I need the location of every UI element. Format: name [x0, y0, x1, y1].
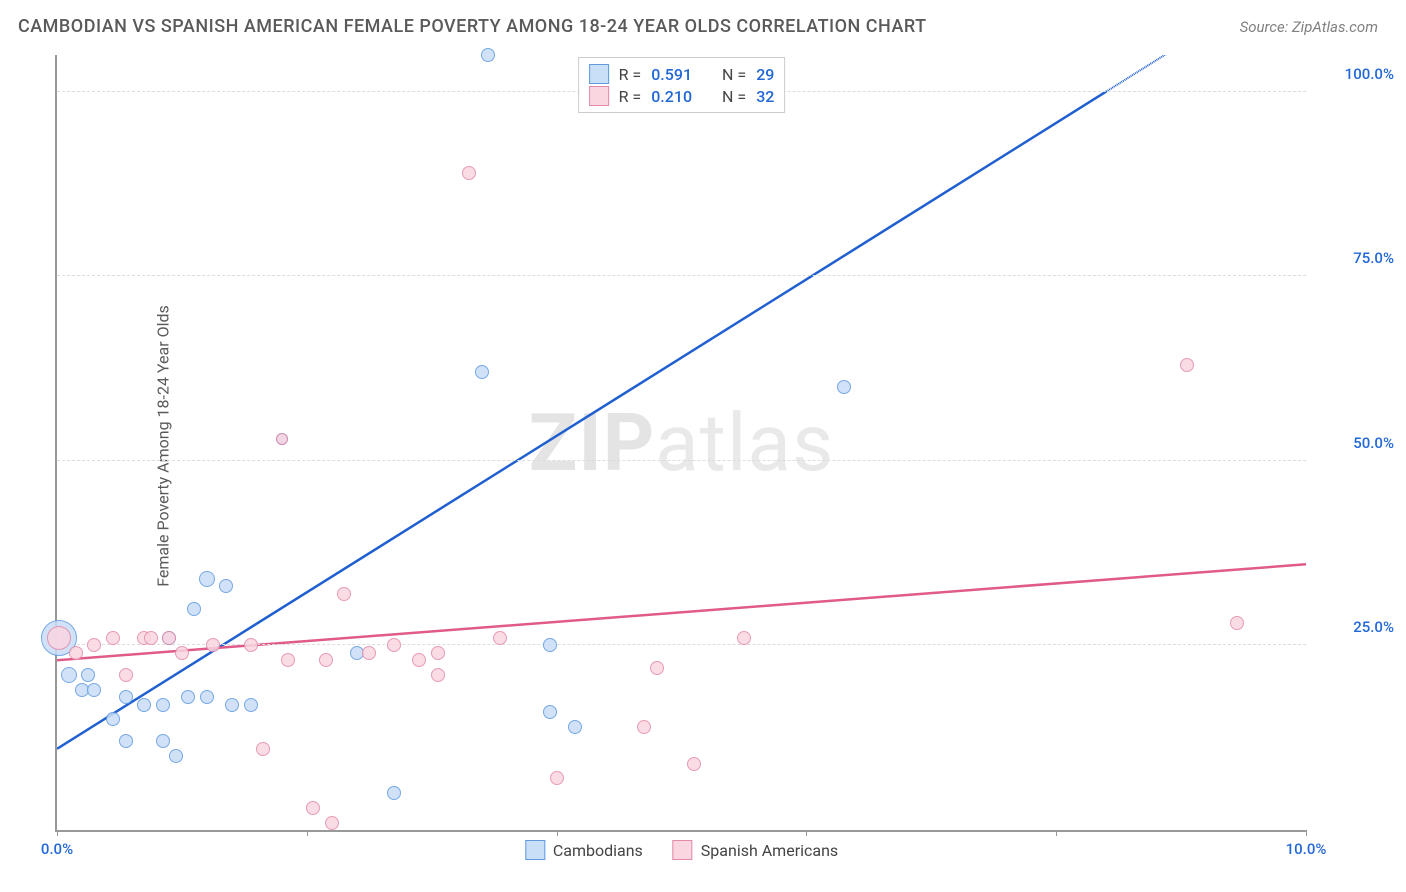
data-point: [175, 646, 189, 660]
data-point: [87, 683, 101, 697]
data-point: [69, 646, 83, 660]
data-point: [144, 631, 158, 645]
data-point: [281, 653, 295, 667]
legend-r-label: R =: [619, 87, 642, 106]
y-tick-label: 100.0%: [1345, 65, 1394, 83]
data-point: [137, 698, 151, 712]
legend-n-value: 29: [756, 65, 774, 84]
legend-row: R = 0.210 N = 32: [589, 86, 775, 106]
data-point: [550, 771, 564, 785]
data-point: [181, 690, 195, 704]
x-tick-mark: [1306, 830, 1307, 836]
y-tick-label: 25.0%: [1353, 618, 1394, 636]
data-point: [475, 365, 489, 379]
legend-series-label: Spanish Americans: [701, 841, 838, 860]
legend-swatch: [673, 840, 693, 860]
data-point: [481, 48, 495, 62]
data-point: [256, 742, 270, 756]
data-point: [61, 667, 77, 683]
data-point: [1230, 616, 1244, 630]
y-tick-label: 50.0%: [1353, 434, 1394, 452]
x-tick-mark: [307, 830, 308, 836]
x-tick-label: 0.0%: [41, 840, 73, 858]
legend-row: R = 0.591 N = 29: [589, 64, 775, 84]
watermark: ZIPatlas: [529, 396, 834, 490]
data-point: [412, 653, 426, 667]
data-point: [244, 638, 258, 652]
data-point: [687, 757, 701, 771]
data-point: [169, 749, 183, 763]
legend-series-item: Cambodians: [525, 840, 643, 860]
data-point: [568, 720, 582, 734]
x-tick-label: 10.0%: [1286, 840, 1327, 858]
data-point: [106, 631, 120, 645]
data-point: [325, 816, 339, 830]
data-point: [431, 668, 445, 682]
correlation-legend: R = 0.591 N = 29 R = 0.210 N = 32: [578, 57, 786, 113]
data-point: [225, 698, 239, 712]
legend-n-label: N =: [722, 65, 746, 84]
data-point: [199, 571, 215, 587]
data-point: [119, 668, 133, 682]
legend-n-label: N =: [722, 87, 746, 106]
data-point: [219, 579, 233, 593]
chart-title: CAMBODIAN VS SPANISH AMERICAN FEMALE POV…: [18, 16, 927, 37]
data-point: [431, 646, 445, 660]
data-point: [200, 690, 214, 704]
legend-r-value: 0.210: [651, 87, 692, 106]
data-point: [306, 801, 320, 815]
y-tick-label: 75.0%: [1353, 249, 1394, 267]
data-point: [543, 638, 557, 652]
data-point: [119, 734, 133, 748]
source-attribution: Source: ZipAtlas.com: [1240, 18, 1378, 36]
data-point: [87, 638, 101, 652]
data-point: [47, 626, 71, 650]
trend-lines: [57, 55, 1306, 830]
gridline-horizontal: [57, 275, 1306, 276]
data-point: [119, 690, 133, 704]
data-point: [337, 587, 351, 601]
gridline-horizontal: [57, 460, 1306, 461]
data-point: [543, 705, 557, 719]
x-tick-mark: [57, 830, 58, 836]
x-tick-mark: [806, 830, 807, 836]
legend-series-label: Cambodians: [553, 841, 643, 860]
data-point: [493, 631, 507, 645]
data-point: [1180, 358, 1194, 372]
legend-swatch: [589, 64, 609, 84]
data-point: [650, 661, 664, 675]
legend-r-value: 0.591: [651, 65, 692, 84]
legend-series-item: Spanish Americans: [673, 840, 838, 860]
correlation-chart: CAMBODIAN VS SPANISH AMERICAN FEMALE POV…: [0, 0, 1406, 892]
data-point: [276, 433, 288, 445]
legend-r-label: R =: [619, 65, 642, 84]
data-point: [837, 380, 851, 394]
data-point: [737, 631, 751, 645]
legend-swatch: [589, 86, 609, 106]
plot-area: ZIPatlas R =0.591N =29R =0.210N =32 Camb…: [55, 55, 1306, 832]
data-point: [319, 653, 333, 667]
data-point: [387, 638, 401, 652]
data-point: [162, 631, 176, 645]
data-point: [106, 712, 120, 726]
x-tick-mark: [1056, 830, 1057, 836]
data-point: [387, 786, 401, 800]
data-point: [362, 646, 376, 660]
series-legend: Cambodians Spanish Americans: [525, 840, 838, 860]
data-point: [206, 638, 220, 652]
legend-swatch: [525, 840, 545, 860]
data-point: [244, 698, 258, 712]
data-point: [156, 734, 170, 748]
x-tick-mark: [557, 830, 558, 836]
data-point: [81, 668, 95, 682]
data-point: [156, 698, 170, 712]
legend-n-value: 32: [756, 87, 774, 106]
data-point: [637, 720, 651, 734]
data-point: [187, 602, 201, 616]
data-point: [462, 166, 476, 180]
